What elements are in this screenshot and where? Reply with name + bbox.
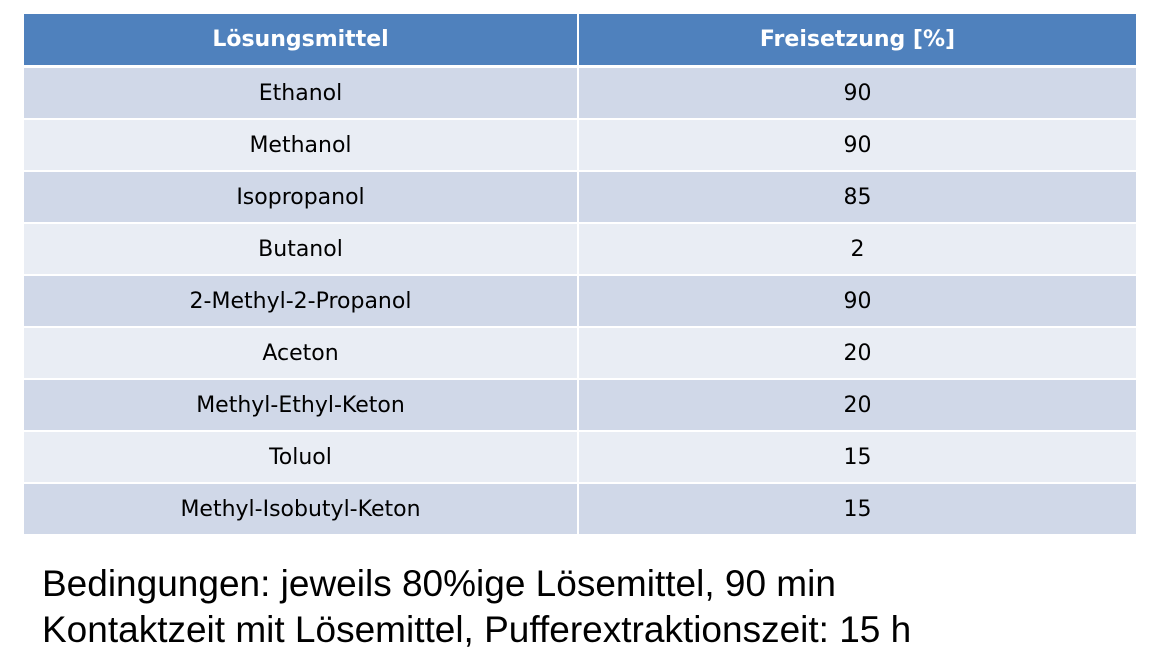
table-row: Methyl-Isobutyl-Keton 15: [24, 483, 1136, 536]
cell-release: 15: [577, 483, 1136, 536]
table-row: Methanol 90: [24, 119, 1136, 172]
table-row: Isopropanol 85: [24, 171, 1136, 224]
table-row: Aceton 20: [24, 327, 1136, 380]
table-row: Methyl-Ethyl-Keton 20: [24, 379, 1136, 432]
cell-solvent: 2-Methyl-2-Propanol: [24, 275, 578, 328]
cell-solvent: Aceton: [24, 327, 578, 380]
cell-solvent: Methanol: [24, 119, 578, 172]
cell-release: 90: [577, 275, 1136, 328]
cell-release: 15: [577, 431, 1136, 484]
cell-release: 90: [577, 119, 1136, 172]
table-row: Ethanol 90: [24, 66, 1136, 120]
cell-solvent: Methyl-Isobutyl-Keton: [24, 483, 578, 536]
solvent-release-table-container: Lösungsmittel Freisetzung [%] Ethanol 90…: [24, 14, 1136, 536]
cell-release: 2: [577, 223, 1136, 276]
table-header: Lösungsmittel Freisetzung [%]: [24, 14, 1136, 68]
conditions-line-2: Kontaktzeit mit Lösemittel, Pufferextrak…: [42, 609, 912, 650]
cell-solvent: Toluol: [24, 431, 578, 484]
cell-solvent: Ethanol: [24, 66, 578, 120]
cell-release: 20: [577, 327, 1136, 380]
cell-release: 20: [577, 379, 1136, 432]
table-row: Toluol 15: [24, 431, 1136, 484]
cell-solvent: Methyl-Ethyl-Keton: [24, 379, 578, 432]
header-solvent: Lösungsmittel: [24, 14, 578, 68]
cell-release: 90: [577, 66, 1136, 120]
table-row: 2-Methyl-2-Propanol 90: [24, 275, 1136, 328]
table-header-row: Lösungsmittel Freisetzung [%]: [24, 14, 1136, 68]
cell-release: 85: [577, 171, 1136, 224]
solvent-release-table: Lösungsmittel Freisetzung [%] Ethanol 90…: [24, 14, 1136, 536]
table-row: Butanol 2: [24, 223, 1136, 276]
header-release-percent: Freisetzung [%]: [577, 14, 1136, 68]
cell-solvent: Isopropanol: [24, 171, 578, 224]
table-body: Ethanol 90 Methanol 90 Isopropanol 85 Bu…: [24, 66, 1136, 536]
conditions-text: Bedingungen: jeweils 80%ige Lösemittel, …: [42, 561, 1142, 653]
cell-solvent: Butanol: [24, 223, 578, 276]
conditions-line-1: Bedingungen: jeweils 80%ige Lösemittel, …: [42, 563, 836, 604]
